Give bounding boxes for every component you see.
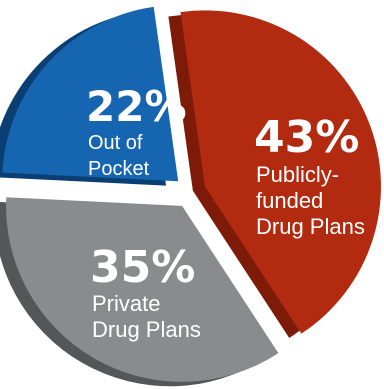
slice-label-out-of-pocket-line2: Pocket xyxy=(88,158,150,180)
slice-faces xyxy=(2,6,381,382)
slice-label-publicly-funded-line3: Drug Plans xyxy=(256,214,365,239)
value-label-private: 35% xyxy=(90,242,195,293)
slice-label-private-line2: Drug Plans xyxy=(92,317,201,342)
value-label-out-of-pocket: 22% xyxy=(86,82,187,131)
slice-publicly-funded-drug-plans xyxy=(180,10,381,334)
slice-label-publicly-funded-line2: funded xyxy=(256,188,323,213)
slice-labels: 43% Publicly- funded Drug Plans 35% Priv… xyxy=(86,82,365,342)
slice-private-drug-plans xyxy=(6,197,279,382)
value-label-publicly-funded: 43% xyxy=(254,112,359,163)
slice-label-publicly-funded-line1: Publicly- xyxy=(256,162,339,187)
slice-out-of-pocket xyxy=(2,6,179,182)
slice-label-out-of-pocket-line1: Out of xyxy=(88,132,143,154)
slice-label-private-line1: Private xyxy=(92,291,160,316)
